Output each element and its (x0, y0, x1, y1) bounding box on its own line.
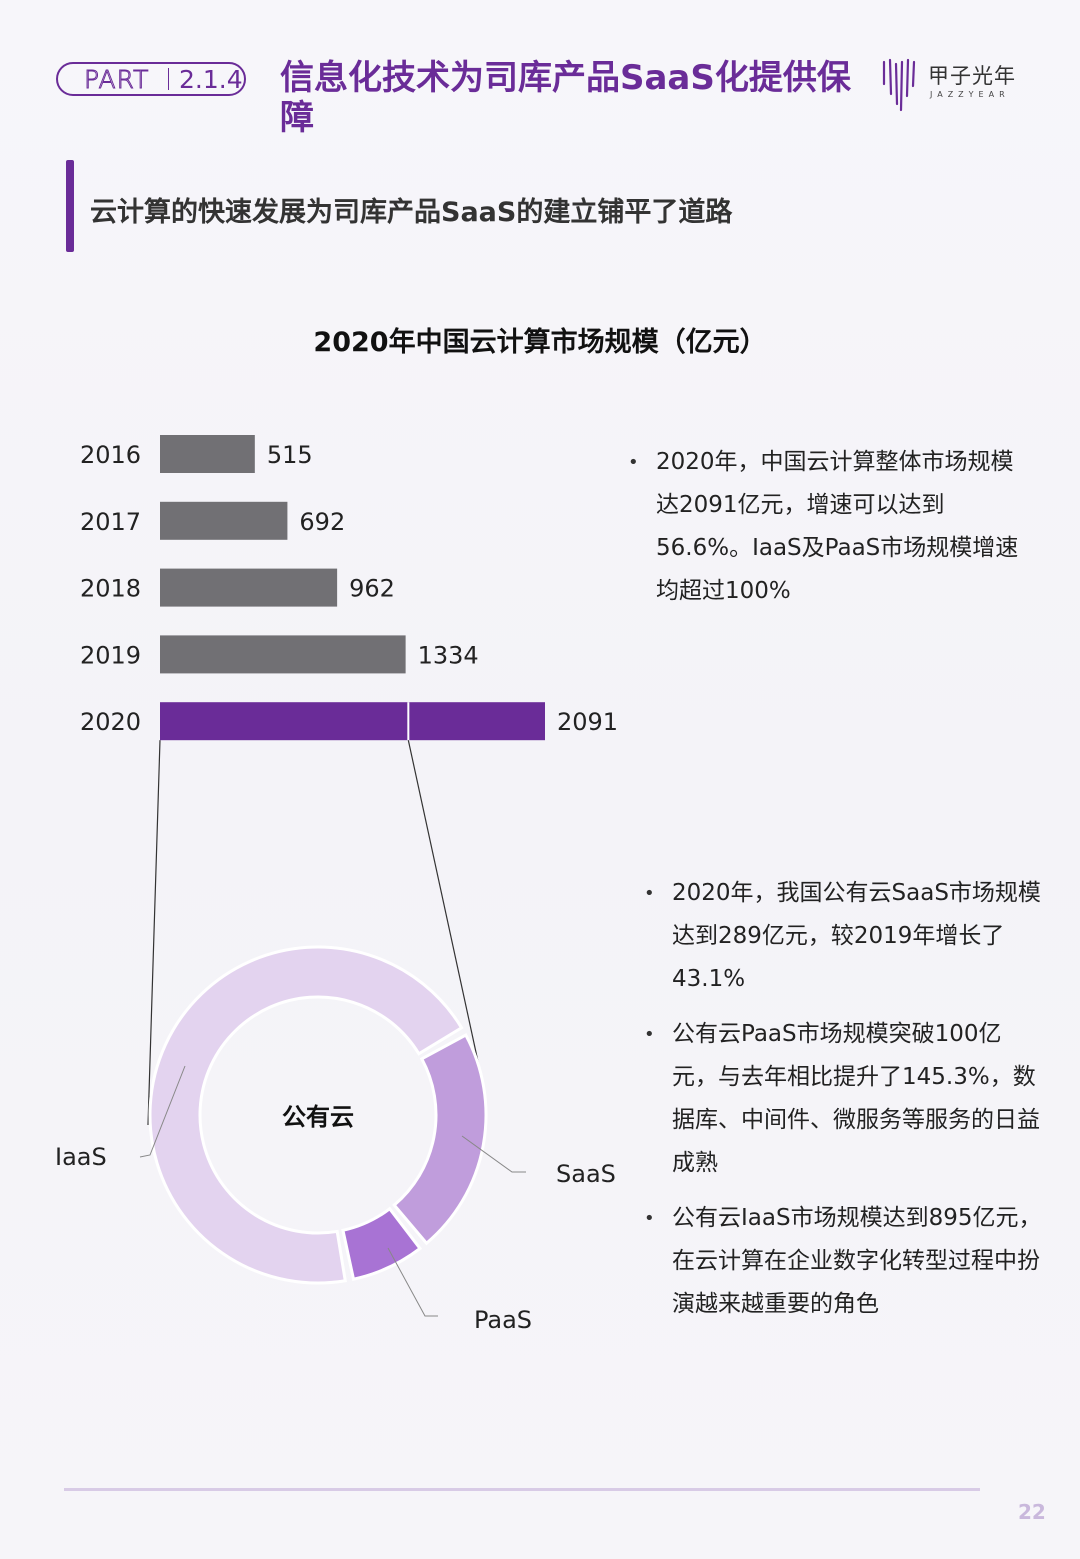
bar-2016 (160, 435, 255, 473)
donut-label-paas: PaaS (474, 1306, 532, 1334)
logo-text-cn: 甲子光年 (928, 64, 1016, 88)
leader-line-iaas (139, 1065, 186, 1158)
bullets-bottom: 2020年，我国公有云SaaS市场规模达到289亿元，较2019年增长了43.1… (644, 872, 1044, 1338)
bar-2018 (160, 568, 338, 607)
bar-value-label: 692 (299, 508, 345, 536)
donut-slice-saas (392, 1033, 488, 1246)
bullets-top: 2020年，中国云计算整体市场规模达2091亿元，增速可以达到56.6%。Iaa… (628, 441, 1028, 625)
page-title: 信息化技术为司库产品SaaS化提供保障 (280, 58, 851, 138)
bar-value-label: 962 (349, 575, 395, 603)
bar-2017 (160, 501, 288, 540)
bullet-item: 公有云IaaS市场规模达到895亿元，在云计算在企业数字化转型过程中扮演越来越重… (644, 1197, 1044, 1326)
subheading-accent-bar (66, 160, 74, 252)
bar-value-label: 1334 (418, 641, 479, 669)
bullet-item: 2020年，我国公有云SaaS市场规模达到289亿元，较2019年增长了43.1… (644, 872, 1044, 1001)
chart-title: 2020年中国云计算市场规模（亿元） (313, 327, 767, 358)
donut-slice-iaas (148, 945, 464, 1285)
bar-value-label: 2091 (557, 708, 618, 736)
logo-mark-icon (882, 58, 916, 112)
section-number: 2.1.4 (179, 64, 243, 94)
part-divider (168, 68, 169, 90)
bar-category-label: 2018 (80, 575, 141, 603)
donut-slice-paas (341, 1206, 423, 1281)
donut-center-label: 公有云 (282, 1103, 354, 1131)
brand-logo: 甲子光年 JAZZYEAR (880, 56, 1020, 112)
footer-divider (64, 1488, 980, 1491)
bar-value-label: 515 (267, 441, 313, 469)
bullet-item: 公有云PaaS市场规模突破100亿元，与去年相比提升了145.3%，数据库、中间… (644, 1013, 1044, 1185)
part-label: PART (84, 64, 150, 94)
bar-category-label: 2020 (80, 708, 141, 736)
page-number: 22 (1018, 1500, 1046, 1524)
connector-line-right (407, 740, 483, 1081)
bar-category-label: 2016 (80, 441, 141, 469)
logo-text-en: JAZZYEAR (930, 90, 1010, 99)
part-badge: PART 2.1.4 (56, 62, 246, 96)
donut-label-iaas: IaaS (55, 1143, 107, 1171)
donut-label-saas: SaaS (556, 1160, 616, 1188)
bar-category-label: 2017 (80, 508, 141, 536)
bar-2019 (160, 635, 406, 674)
bar-category-label: 2019 (80, 641, 141, 669)
leader-line-paas (387, 1247, 438, 1317)
leader-line-saas (461, 1135, 526, 1173)
connector-line-left (147, 740, 161, 1126)
subheading: 云计算的快速发展为司库产品SaaS的建立铺平了道路 (90, 197, 733, 228)
bullet-item: 2020年，中国云计算整体市场规模达2091亿元，增速可以达到56.6%。Iaa… (628, 441, 1028, 613)
bar-2020 (160, 702, 545, 741)
